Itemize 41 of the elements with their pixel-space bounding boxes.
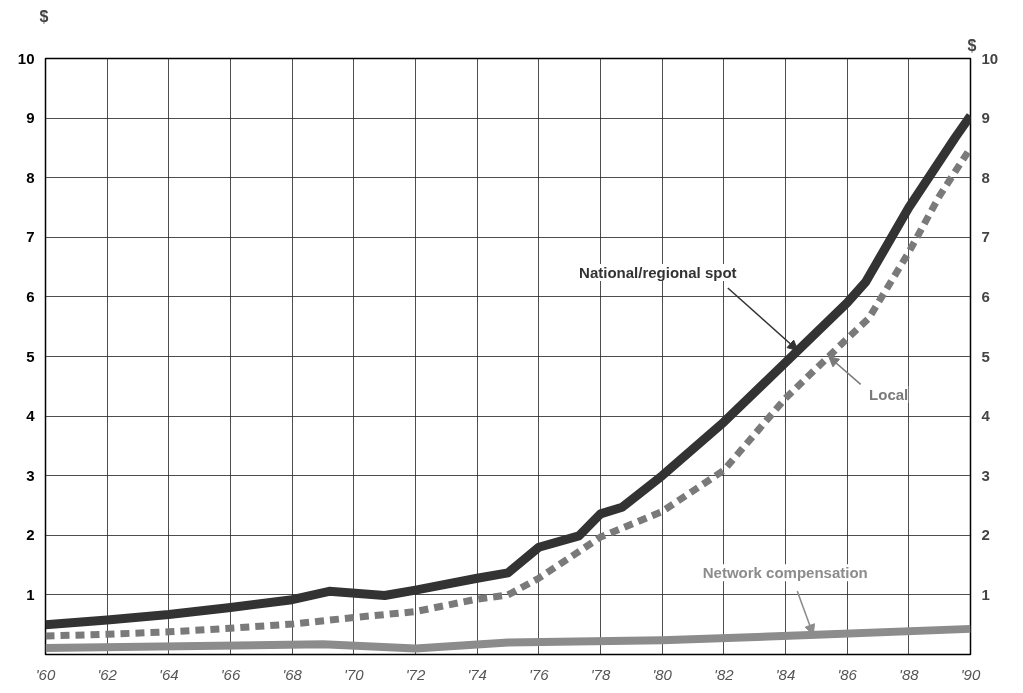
y2-tick-label: 5 (981, 347, 990, 365)
x-tick-label: '66 (220, 665, 241, 683)
y-tick-label: 10 (17, 49, 35, 67)
y2-tick-label: 1 (981, 585, 990, 603)
y2-tick-label: 8 (981, 168, 990, 186)
y-tick-label: 6 (26, 287, 35, 305)
x-tick-label: '82 (714, 665, 735, 683)
annotation: Local (869, 386, 909, 403)
y2-tick-label: 7 (981, 228, 990, 246)
y-tick-label: 7 (26, 228, 35, 246)
x-tick-label: '78 (590, 665, 611, 683)
y2-tick-label: 6 (981, 287, 990, 305)
y2-tick-label: 4 (981, 407, 991, 425)
y-axis-title: $ (39, 7, 49, 25)
y-tick-label: 8 (26, 168, 35, 186)
x-tick-label: '72 (405, 665, 426, 683)
y-tick-label: 1 (26, 585, 35, 603)
y-tick-label: 2 (26, 526, 35, 544)
annotation: Network compensation (702, 564, 868, 582)
y-tick-label: 3 (26, 466, 35, 484)
y2-tick-label: 2 (981, 526, 990, 544)
y2-tick-label: 10 (981, 49, 999, 67)
y2-tick-label: 9 (981, 109, 990, 127)
x-tick-label: '60 (35, 665, 56, 683)
y-tick-label: 5 (26, 347, 35, 365)
x-tick-label: '90 (960, 665, 981, 683)
x-tick-label: '74 (467, 665, 487, 683)
y-tick-label: 9 (26, 109, 35, 127)
x-tick-label: '86 (837, 665, 858, 683)
x-tick-label: '84 (775, 665, 796, 683)
x-tick-label: '88 (899, 665, 920, 683)
y2-tick-label: 3 (981, 466, 990, 484)
x-tick-label: '68 (282, 665, 303, 683)
y2-axis-title: $ (967, 36, 977, 54)
x-tick-label: '70 (344, 665, 365, 683)
annotation: National/regional spot (579, 264, 737, 282)
x-tick-label: '62 (97, 665, 118, 683)
x-tick-label: '80 (652, 665, 673, 683)
x-tick-label: '76 (529, 665, 550, 683)
x-tick-label: '64 (159, 665, 179, 683)
y-tick-label: 4 (26, 407, 36, 425)
